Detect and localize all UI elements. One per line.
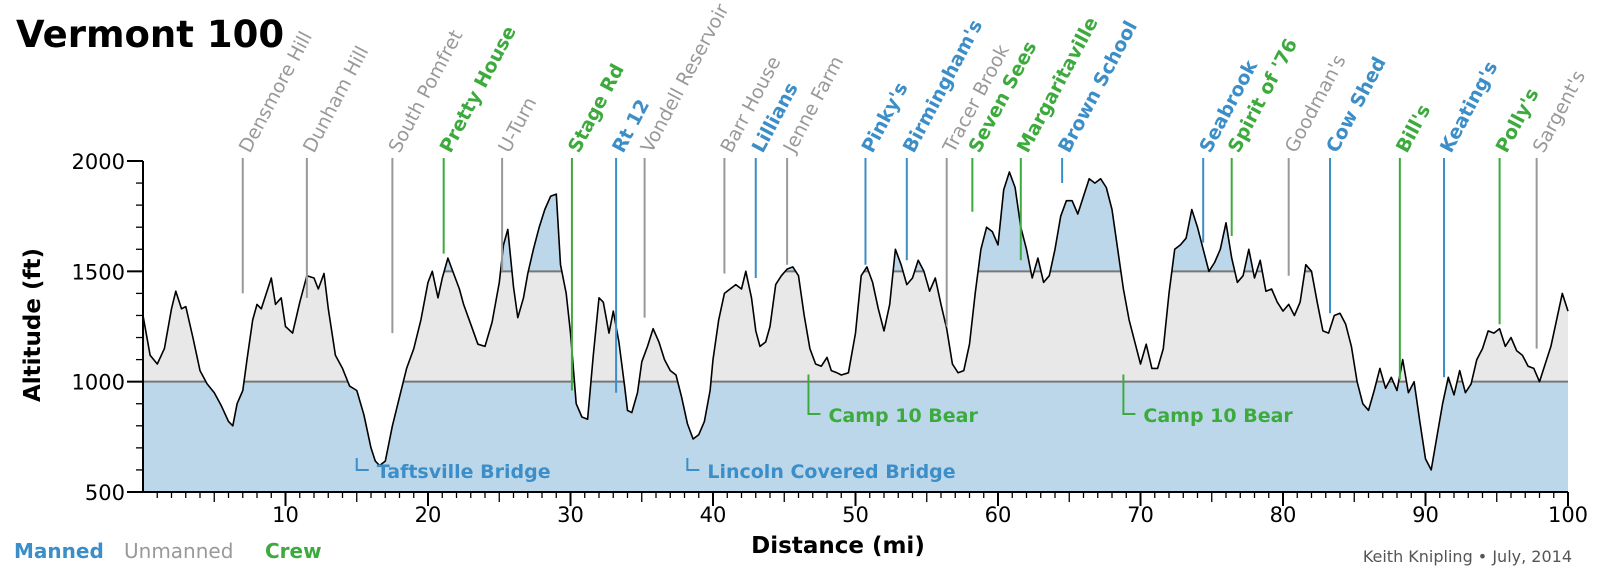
x-axis-title: Distance (mi) — [751, 533, 925, 559]
legend-unmanned: Unmanned — [124, 539, 233, 563]
x-tick-label: 20 — [415, 503, 442, 527]
station-label-keating-s: Keating's — [1436, 58, 1502, 157]
y-tick-label: 1000 — [72, 371, 125, 395]
elevation-line — [142, 171, 1569, 471]
low-label-1: Lincoln Covered Bridge — [707, 461, 955, 483]
low-label-leader-2 — [807, 374, 821, 415]
band-fill-high — [143, 172, 1568, 272]
legend: Manned Unmanned Crew — [14, 539, 322, 563]
x-tick-label: 40 — [700, 503, 727, 527]
x-tick-label: 50 — [842, 503, 869, 527]
legend-manned: Manned — [14, 539, 104, 563]
x-tick-label: 10 — [272, 503, 299, 527]
x-tick-label: 30 — [557, 503, 584, 527]
credit-text: Keith Knipling • July, 2014 — [1363, 547, 1572, 566]
x-tick-label: 80 — [1270, 503, 1297, 527]
x-tick-label: 70 — [1127, 503, 1154, 527]
low-label-2: Camp 10 Bear — [828, 405, 978, 427]
y-tick-label: 2000 — [72, 150, 125, 174]
x-tick-label: 90 — [1412, 503, 1439, 527]
x-tick-label: 100 — [1548, 503, 1588, 527]
y-tick-label: 1500 — [72, 260, 125, 284]
low-label-leader-1 — [686, 458, 700, 471]
low-label-leader-3 — [1122, 374, 1136, 415]
legend-crew: Crew — [265, 539, 322, 563]
station-label-bill-s: Bill's — [1392, 101, 1435, 156]
low-label-3: Camp 10 Bear — [1143, 405, 1293, 427]
y-tick-label: 500 — [85, 481, 125, 505]
station-label-u-turn: U-Turn — [494, 94, 541, 157]
station-label-sargent-s: Sargent's — [1529, 67, 1590, 156]
station-label-vondell-reservoir: Vondell Reservoir — [637, 0, 734, 156]
station-label-dunham-hill: Dunham Hill — [299, 43, 373, 157]
x-tick-label: 60 — [985, 503, 1012, 527]
y-axis-title: Altitude (ft) — [20, 248, 46, 402]
chart-title: Vermont 100 — [16, 13, 284, 56]
low-label-0: Taftsville Bridge — [377, 461, 551, 483]
low-label-leader-0 — [355, 458, 369, 471]
